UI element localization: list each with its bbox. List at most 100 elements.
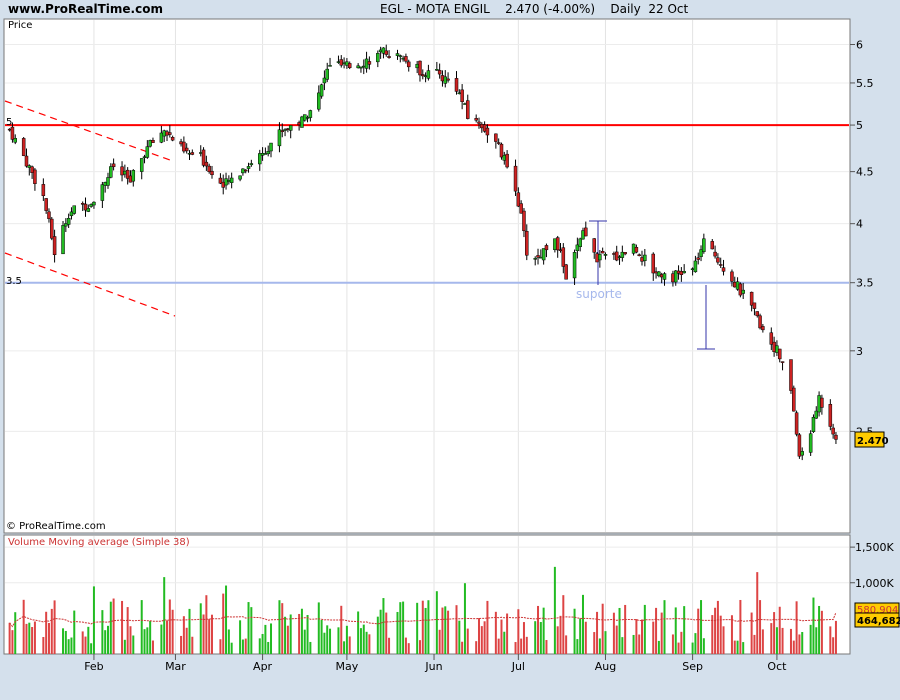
volume-bars[interactable]: [8, 566, 837, 654]
candle-body: [165, 131, 169, 136]
volume-bar: [612, 612, 615, 654]
candle-body: [86, 208, 91, 212]
x-tick-label: Oct: [767, 660, 787, 673]
volume-bar: [208, 619, 211, 654]
candle-body: [376, 53, 380, 63]
quote-date: 22 Oct: [648, 2, 689, 16]
volume-bar: [407, 643, 410, 654]
volume-bar: [750, 612, 753, 654]
x-tick-label: Aug: [595, 660, 616, 673]
candle-body: [820, 397, 824, 408]
volume-bar: [621, 637, 624, 654]
price-annotations: [4, 100, 715, 350]
volume-bar: [770, 623, 773, 654]
price-change: 2.470 (-4.00%): [505, 2, 596, 16]
candle-body: [421, 74, 425, 77]
candle-body: [460, 89, 464, 102]
volume-bar: [641, 619, 644, 654]
volume-bar: [593, 632, 596, 654]
candle-body: [738, 283, 743, 296]
candle-body: [651, 253, 656, 274]
volume-bar: [385, 612, 388, 654]
candle-body: [600, 251, 605, 254]
price-panel[interactable]: [3, 18, 851, 534]
volume-bar: [11, 630, 14, 654]
candle-body: [356, 65, 360, 69]
candles[interactable]: [7, 44, 838, 461]
x-tick-label: Sep: [682, 660, 703, 673]
candle-body: [718, 264, 723, 266]
candle-body: [80, 203, 85, 205]
candle-body: [131, 170, 136, 182]
candle-body: [502, 154, 507, 161]
volume-bar: [199, 603, 202, 654]
volume-bar: [399, 602, 402, 654]
volume-bar: [520, 638, 523, 654]
volume-last-badge: [854, 612, 900, 628]
volume-bar: [112, 598, 115, 654]
price-panel-label: Price: [8, 20, 32, 31]
volume-bar: [376, 616, 379, 654]
volume-last-badge-text: 464,682: [857, 616, 900, 627]
candle-body: [64, 223, 68, 227]
candle-body: [598, 254, 602, 261]
volume-bar: [573, 608, 576, 654]
candle-body: [634, 246, 639, 253]
volume-bar: [539, 622, 542, 654]
candle-body: [423, 75, 428, 77]
volume-bar: [188, 608, 191, 654]
candle-body: [44, 198, 48, 211]
candle-body: [50, 218, 54, 239]
volume-bar: [458, 620, 461, 654]
candle-body: [516, 192, 521, 207]
candle-body: [305, 117, 310, 119]
volume-bar: [53, 600, 56, 654]
candle-body: [300, 116, 304, 128]
volume-bar: [438, 629, 441, 654]
volume-bar: [241, 639, 244, 654]
candle-body: [359, 66, 363, 69]
candle-body: [246, 166, 251, 169]
volume-y-axis: 1,500K 1,000K: [850, 541, 894, 590]
volume-bar: [298, 613, 301, 654]
volume-bar: [798, 634, 801, 654]
candle-body: [474, 118, 478, 121]
candle-body: [415, 63, 419, 69]
volume-bar: [320, 619, 323, 654]
volume-bar: [598, 638, 601, 654]
volume-bar: [22, 599, 25, 654]
volume-bar: [660, 612, 663, 654]
volume-bar: [28, 622, 31, 654]
candle-body: [536, 255, 540, 258]
volume-bar: [655, 607, 658, 654]
volume-bar: [317, 602, 320, 654]
candle-body: [696, 257, 700, 260]
support-label: suporte: [576, 287, 622, 301]
period: Daily: [610, 2, 641, 16]
site-name[interactable]: www.ProRealTime.com: [8, 2, 163, 16]
volume-bar: [615, 625, 618, 654]
copyright-label: © ProRealTime.com: [6, 521, 106, 532]
candle-body: [482, 124, 487, 132]
x-tick-label: Jul: [511, 660, 525, 673]
candle-body: [553, 238, 557, 250]
volume-bar: [90, 643, 93, 654]
candle-body: [168, 132, 172, 135]
candle-body: [426, 70, 431, 79]
candle-body: [617, 256, 622, 258]
volume-bar: [185, 627, 188, 654]
candle-body: [463, 103, 467, 105]
volume-ma-badge-text: 580.904: [857, 605, 898, 616]
candle-body: [404, 56, 408, 62]
candle-body: [699, 249, 703, 257]
volume-bar: [778, 606, 781, 654]
candle-body: [637, 254, 641, 256]
volume-bar: [286, 625, 289, 654]
volume-bar: [503, 631, 506, 654]
candle-body: [106, 177, 110, 186]
candle-body: [772, 341, 776, 353]
volume-bar: [534, 621, 537, 654]
volume-bar: [441, 607, 444, 654]
volume-bar: [42, 637, 45, 654]
